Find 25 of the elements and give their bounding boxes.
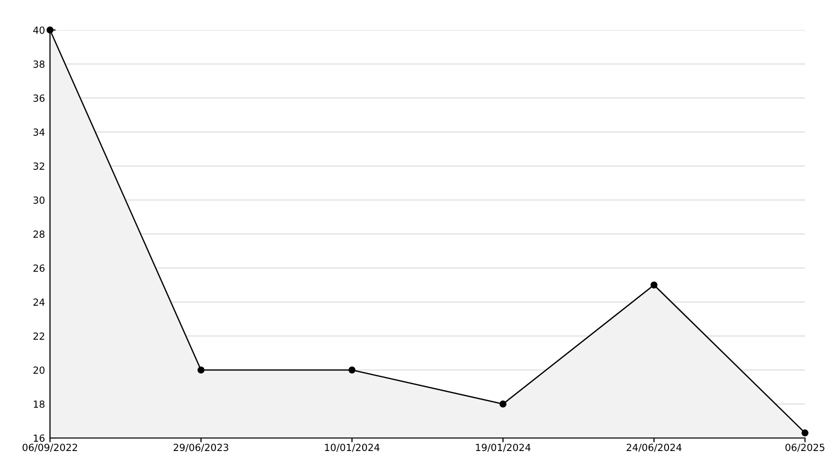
point (500, 400, 506, 408)
x-tick-label: 29/06/2023 (174, 444, 228, 452)
point (802, 429, 808, 436)
point (198, 366, 204, 374)
x-tick-label: 06/2025 (785, 444, 824, 452)
y-tick-label: 32 (34, 162, 44, 170)
y-tick-label: 18 (34, 400, 44, 408)
x-tick-label: 06/09/2022 (22, 444, 78, 452)
point (650, 282, 658, 288)
x-tick-label: 10/01/2024 (325, 444, 380, 452)
y-tick-label: 24 (33, 298, 45, 306)
y-tick-label: 40 (33, 26, 44, 34)
y-tick-label: 26 (33, 264, 45, 272)
y-tick-label: 34 (34, 128, 45, 136)
x-tick-label: 19/01/2024 (476, 444, 530, 452)
y-tick-label: 30 (34, 196, 44, 204)
y-tick-label: 22 (33, 332, 44, 340)
y-tick-label: 16 (34, 434, 45, 442)
y-tick-label: 36 (34, 94, 45, 102)
y-tick-label: 28 (33, 230, 44, 238)
point (348, 366, 356, 374)
point (46, 26, 54, 34)
y-tick-label: 38 (34, 60, 44, 68)
x-tick-label: 24/06/2024 (626, 444, 682, 452)
y-tick-label: 20 (33, 366, 44, 374)
